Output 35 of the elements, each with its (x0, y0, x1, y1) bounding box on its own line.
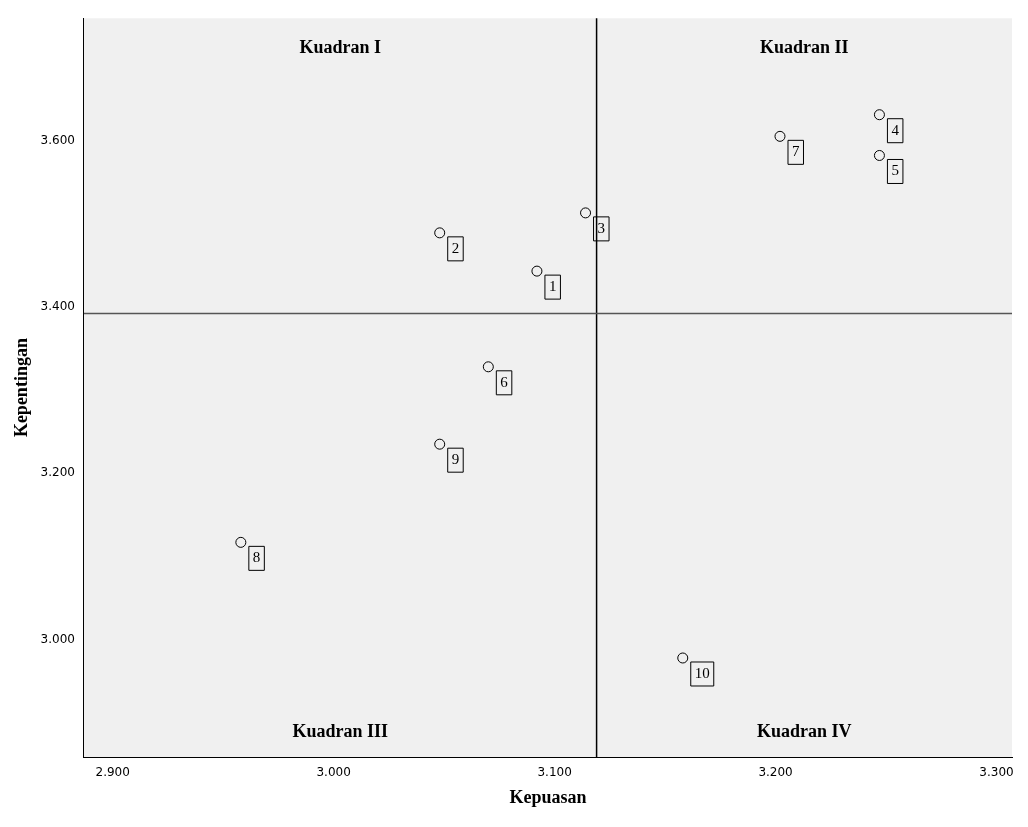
y-tick-label: 3.200 (40, 465, 75, 480)
annotation: Kuadran II (760, 36, 849, 57)
point (434, 438, 446, 450)
annotation: 6 (500, 373, 509, 390)
annotation: 10 (694, 664, 710, 681)
point (434, 227, 446, 239)
annotation: Kuadran IV (757, 720, 852, 741)
annotation: Kuadran I (299, 36, 382, 57)
point (677, 652, 689, 664)
x-tick-label: 3.200 (758, 765, 793, 780)
point (531, 265, 543, 277)
y-axis-title: Kepentingan (11, 338, 32, 438)
point (774, 130, 786, 142)
annotation: 8 (252, 549, 261, 566)
y-tick-label: 3.400 (40, 299, 75, 314)
y-tick-label: 3.000 (40, 631, 75, 646)
annotation: 3 (597, 219, 606, 236)
annotation: 1 (548, 278, 557, 295)
annotation: 4 (891, 121, 900, 138)
x-tick-label: 3.100 (537, 765, 572, 780)
annotation: 5 (891, 162, 899, 179)
point (580, 207, 592, 219)
x-tick-label: 2.900 (95, 765, 130, 780)
y-tick-label: 3.600 (40, 132, 75, 147)
x-tick-label: 3.300 (979, 765, 1014, 780)
annotation: 2 (451, 239, 460, 256)
point (873, 109, 885, 121)
x-axis-title: Kepuasan (509, 786, 587, 807)
point (235, 536, 247, 548)
point (873, 149, 885, 161)
point (482, 361, 494, 373)
annotation: Kuadran III (292, 720, 389, 741)
x-tick-label: 3.000 (316, 765, 351, 780)
annotation: 9 (451, 451, 460, 468)
annotation: 7 (791, 143, 800, 160)
